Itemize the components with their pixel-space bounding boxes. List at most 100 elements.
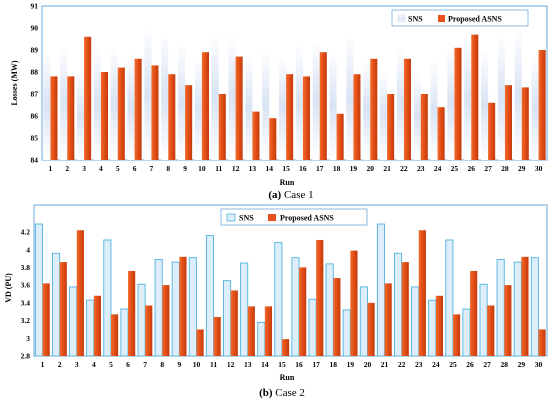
- x-tick-label: 6: [133, 164, 137, 173]
- bar-proposed-asns: [128, 270, 136, 356]
- bar-sns: [245, 56, 253, 160]
- bar-proposed-asns: [302, 76, 310, 160]
- x-tick-label: 3: [82, 164, 86, 173]
- bar-sns: [312, 39, 320, 160]
- bar-proposed-asns: [286, 74, 294, 160]
- bar-proposed-asns: [213, 317, 221, 356]
- bar-proposed-asns: [336, 113, 344, 160]
- bar-sns: [513, 261, 522, 357]
- x-tick-label: 14: [261, 360, 269, 369]
- bar-sns: [240, 262, 249, 357]
- caption-text-case-2: Case 2: [273, 387, 305, 399]
- bar-sns: [77, 69, 85, 160]
- bar-sns: [430, 61, 438, 160]
- y-tick-label: 89: [31, 46, 39, 55]
- bar-sns: [308, 298, 317, 357]
- y-tick-label: 3.6: [21, 281, 31, 290]
- x-tick-label: 11: [215, 164, 222, 173]
- y-tick-label: 91: [31, 2, 39, 11]
- bar-proposed-asns: [437, 107, 445, 160]
- y-tick-label: 90: [31, 24, 39, 33]
- bar-proposed-asns: [117, 67, 125, 160]
- bar-proposed-asns: [162, 285, 170, 356]
- bar-sns: [228, 34, 236, 160]
- bar-sns: [188, 257, 197, 357]
- bar-proposed-asns: [264, 306, 273, 356]
- bar-sns: [447, 45, 455, 160]
- y-ticks-case-2: 2.8 3 3.2 3.4 3.6 3.8 4 4.2: [21, 228, 31, 361]
- bar-sns: [144, 25, 152, 160]
- x-tick-label: 22: [398, 360, 406, 369]
- x-tick-label: 15: [278, 360, 286, 369]
- bar-sns: [223, 280, 232, 357]
- y-tick-label: 3.2: [21, 316, 31, 325]
- bar-sns: [194, 56, 202, 160]
- bar-sns: [137, 283, 146, 357]
- x-tick-label: 20: [367, 164, 375, 173]
- bar-sns: [359, 286, 368, 357]
- bar-proposed-asns: [504, 85, 512, 160]
- y-tick-label: 84: [31, 156, 39, 165]
- x-tick-label: 7: [150, 164, 154, 173]
- bar-sns: [514, 28, 522, 160]
- y-tick-label: 88: [31, 68, 39, 77]
- bar-sns: [60, 45, 68, 160]
- bar-sns: [530, 257, 539, 357]
- bar-sns: [86, 299, 95, 357]
- bar-proposed-asns: [435, 295, 444, 356]
- bar-sns: [262, 50, 270, 160]
- bar-proposed-asns: [168, 74, 176, 160]
- bar-proposed-asns: [521, 87, 529, 160]
- bar-proposed-asns: [84, 36, 92, 160]
- bar-proposed-asns: [110, 314, 119, 356]
- x-tick-label: 22: [400, 164, 408, 173]
- bar-proposed-asns: [50, 76, 58, 160]
- bar-proposed-asns: [179, 256, 187, 356]
- bar-proposed-asns: [252, 111, 260, 160]
- bar-sns: [43, 52, 51, 161]
- x-tick-label: 18: [333, 164, 341, 173]
- bar-proposed-asns: [185, 85, 193, 160]
- x-tick-label: 15: [282, 164, 290, 173]
- bar-proposed-asns: [230, 290, 238, 356]
- x-tick-label: 30: [535, 360, 543, 369]
- bar-proposed-asns: [420, 94, 428, 160]
- y-ticks-case-1: 84 85 86 87 88 89 90 91: [31, 2, 39, 165]
- y-tick-label: 2.8: [21, 352, 31, 361]
- bar-sns: [496, 259, 505, 357]
- x-tick-label: 27: [484, 164, 492, 173]
- bar-sns: [376, 223, 385, 357]
- bar-proposed-asns: [319, 52, 327, 161]
- bar-sns: [413, 72, 421, 160]
- bar-sns: [481, 50, 489, 160]
- x-axis-title-case-1: Run: [280, 178, 295, 187]
- bar-sns: [103, 239, 112, 357]
- x-tick-label: 14: [266, 164, 274, 173]
- bar-proposed-asns: [269, 118, 277, 160]
- caption-letter-case-2: (b): [259, 387, 273, 399]
- bar-sns: [274, 242, 283, 357]
- x-tick-label: 1: [49, 164, 53, 173]
- x-tick-label: 10: [198, 164, 206, 173]
- x-tick-label: 25: [451, 164, 459, 173]
- bar-sns: [380, 69, 388, 160]
- bar-proposed-asns: [247, 306, 255, 356]
- bar-sns: [52, 252, 61, 357]
- y-tick-label: 4.2: [21, 228, 31, 237]
- bar-proposed-asns: [350, 250, 358, 356]
- x-tick-label: 17: [312, 360, 320, 369]
- x-tick-label: 23: [415, 360, 423, 369]
- chart-case-2: 2.833.23.43.63.844.2 1 2 3 4 5 6 7 8 9 10 11 12 13 14…: [4, 204, 548, 399]
- x-tick-label: 30: [535, 164, 543, 173]
- x-tick-label: 8: [160, 360, 164, 369]
- bar-sns: [462, 308, 471, 357]
- bar-proposed-asns: [521, 256, 529, 356]
- bar-proposed-asns: [299, 267, 307, 356]
- x-tick-label: 27: [483, 360, 491, 369]
- bar-sns: [161, 30, 169, 161]
- x-tick-label: 21: [381, 360, 389, 369]
- bar-proposed-asns: [488, 102, 496, 160]
- bar-proposed-asns: [370, 58, 378, 160]
- bar-proposed-asns: [218, 94, 226, 160]
